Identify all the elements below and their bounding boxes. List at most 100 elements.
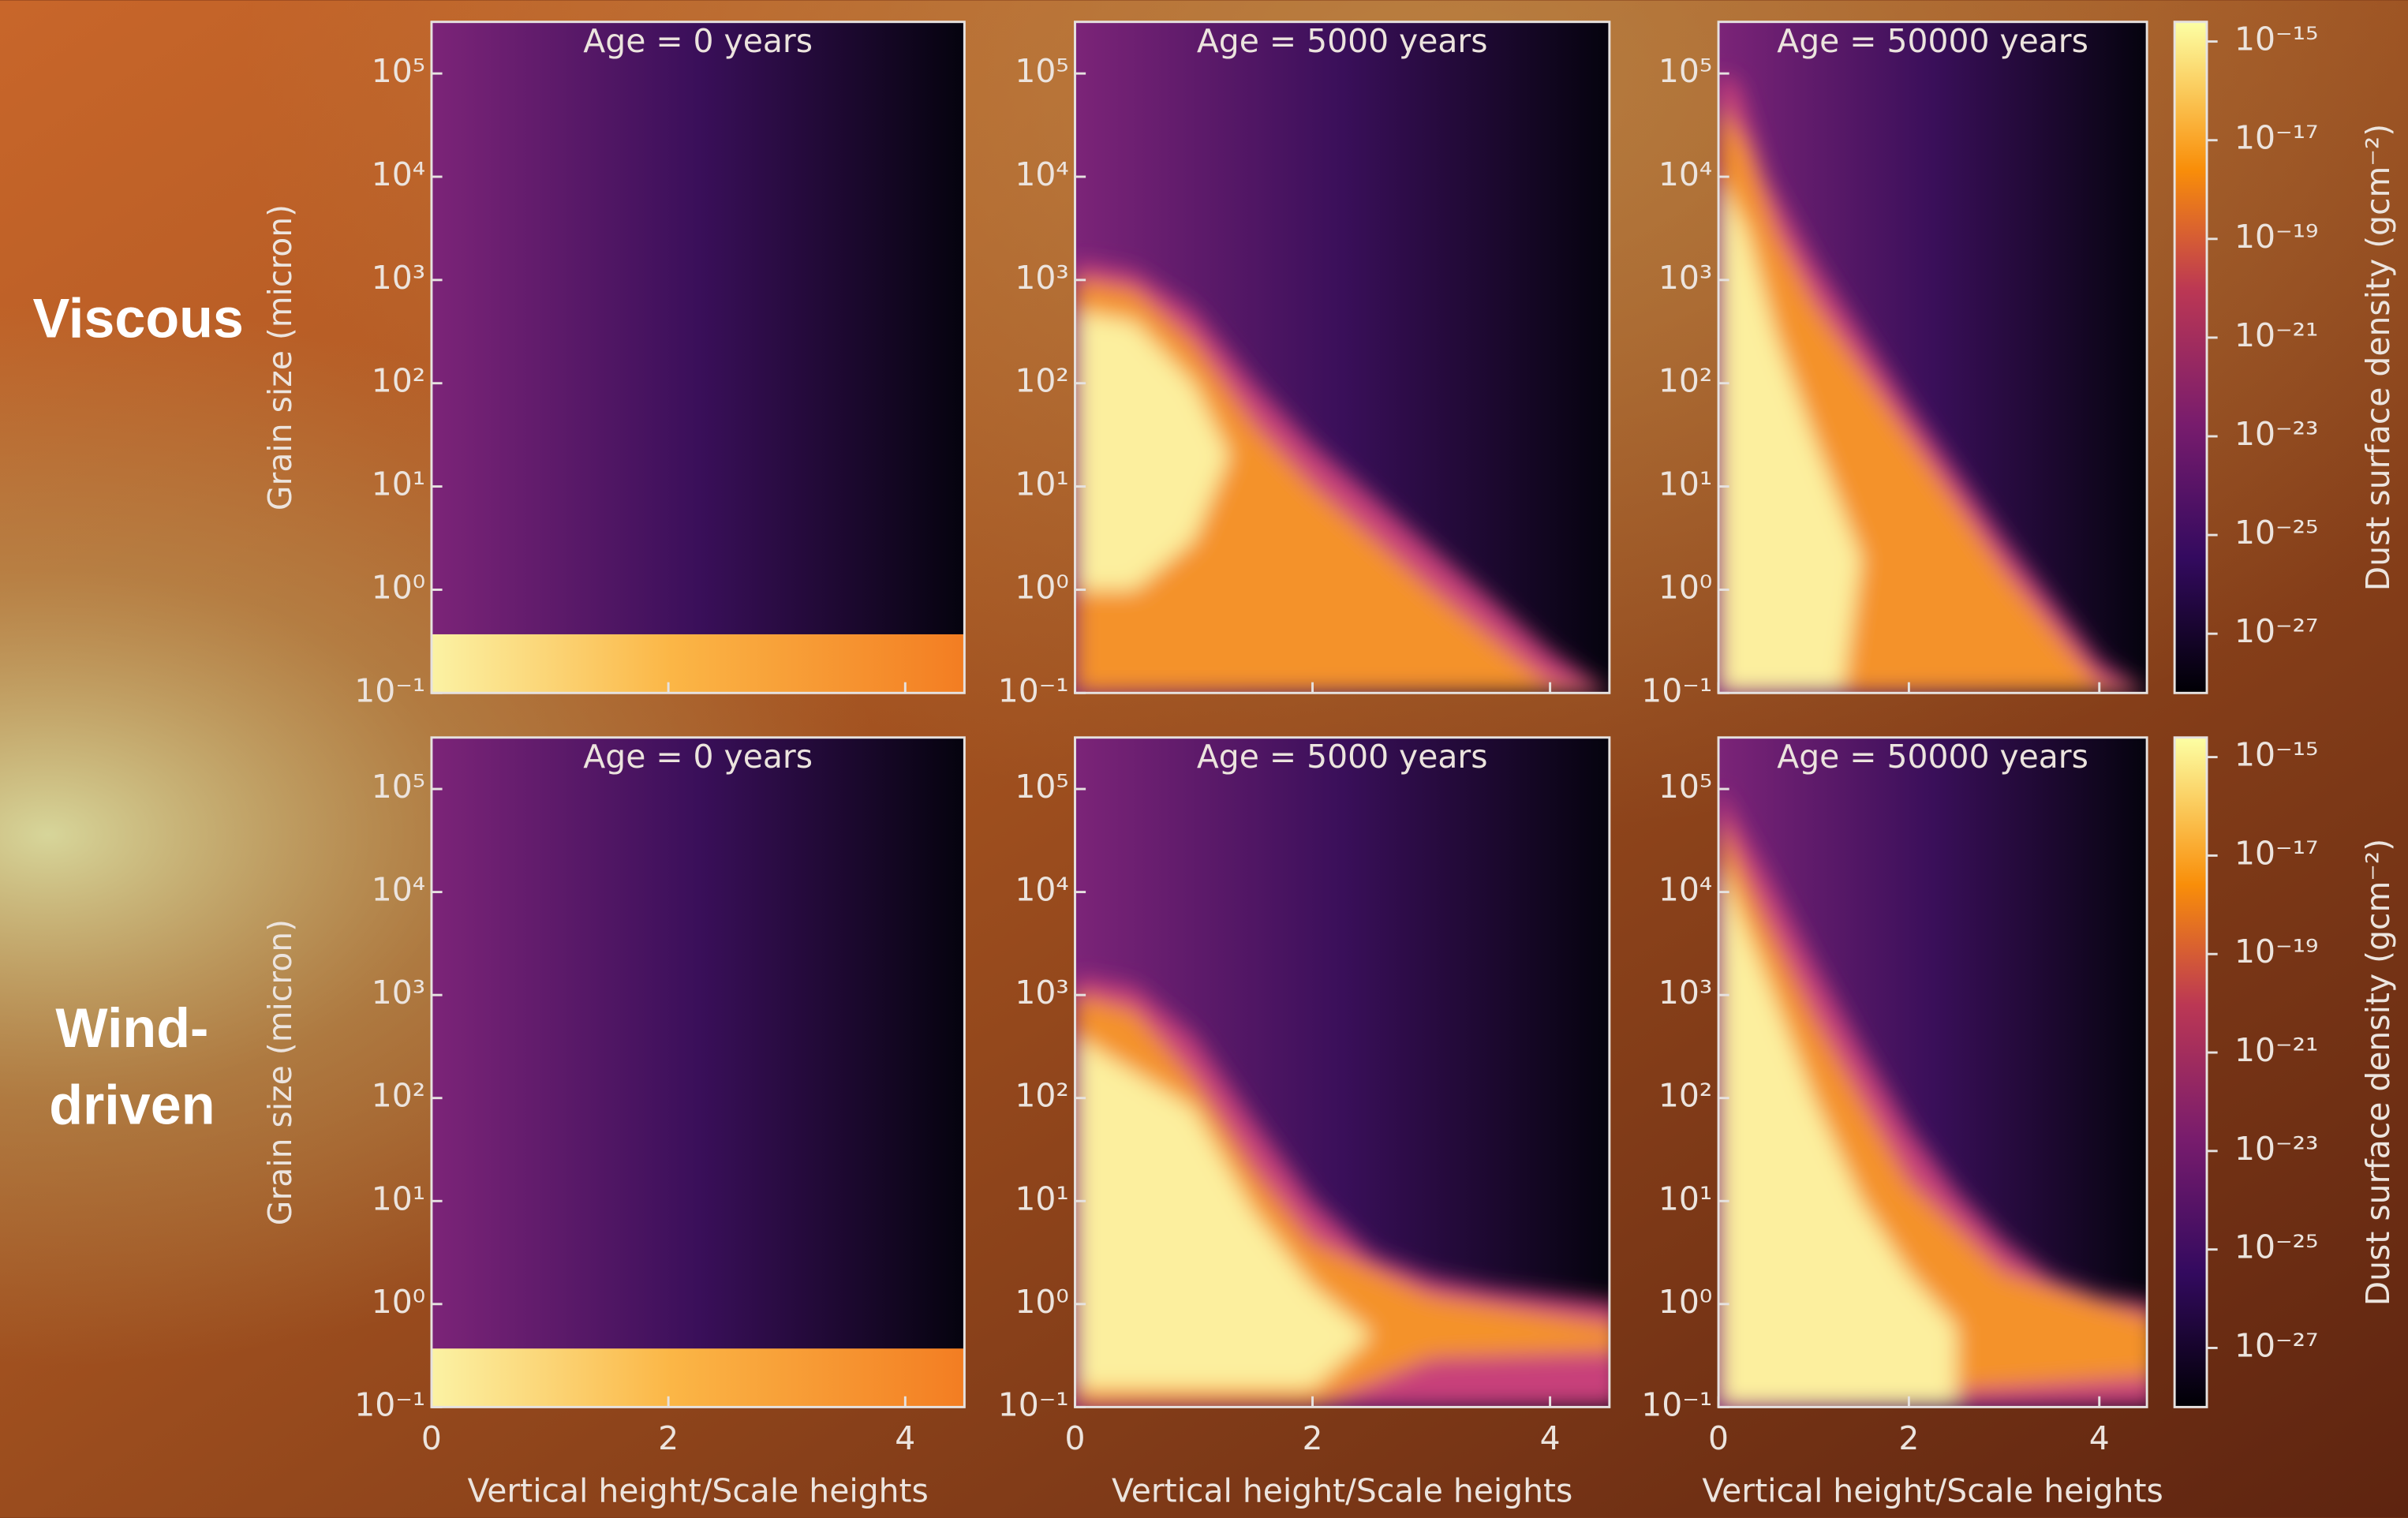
y-tick-label: 10⁵: [1658, 768, 1712, 806]
y-tick-label: 10⁻¹: [354, 671, 425, 709]
y-tick-label: 10⁰: [372, 568, 425, 606]
y-tick-label: 10⁻¹: [1641, 1385, 1712, 1423]
y-tick-label: 10¹: [1658, 465, 1712, 503]
x-tick-label: 4: [1540, 1419, 1561, 1457]
heatmap: [431, 737, 965, 1408]
panel-frame: [1717, 21, 2148, 694]
y-tick-label: 10⁵: [1015, 52, 1068, 90]
heatmap-layers: [1075, 977, 1610, 1408]
panel-title: Age = 0 years: [583, 22, 813, 60]
y-tick-label: 10⁻¹: [354, 1385, 425, 1423]
y-tick-label: 10⁵: [372, 768, 425, 806]
y-tick-label: 10³: [372, 259, 425, 297]
y-tick-label: 10²: [372, 1077, 425, 1115]
x-tick-label: 4: [895, 1419, 915, 1457]
panel-title: Age = 5000 years: [1197, 22, 1488, 60]
colorbar-label: Dust surface density (gcm⁻²): [2359, 124, 2397, 591]
heatmap-band: [431, 1348, 965, 1408]
panel-title: Age = 50000 years: [1777, 22, 2088, 60]
colorbar-tick-label: 10⁻²⁵: [2234, 1228, 2318, 1266]
heatmap-background: [431, 737, 965, 1408]
x-tick-label: 0: [1708, 1419, 1729, 1457]
heatmap: [1718, 737, 2148, 1408]
colorbar-tick-label: 10⁻¹⁵: [2234, 21, 2318, 58]
y-tick-label: 10¹: [1658, 1180, 1712, 1217]
x-tick-label: 2: [1898, 1419, 1919, 1457]
y-tick-label: 10¹: [372, 1180, 425, 1217]
panel-frame: [1717, 736, 2148, 1408]
row-label: driven: [49, 1074, 215, 1135]
heatmap-layers: [1718, 73, 2148, 694]
y-tick-label: 10⁴: [372, 871, 425, 909]
colorbar-tick-label: 10⁻²³: [2234, 415, 2318, 453]
colorbar-tick-label: 10⁻¹⁵: [2234, 736, 2318, 774]
panel-title: Age = 0 years: [583, 738, 813, 776]
colorbar-label: Dust surface density (gcm⁻²): [2359, 839, 2397, 1306]
colorbar-tick-label: 10⁻²³: [2234, 1130, 2318, 1168]
y-tick-label: 10⁰: [372, 1283, 425, 1321]
heatmap-band: [431, 634, 965, 694]
y-tick-label: 10⁵: [1658, 52, 1712, 90]
y-tick-label: 10²: [372, 362, 425, 400]
x-axis-label: Vertical height/Scale heights: [1112, 1471, 1572, 1509]
y-tick-label: 10⁻¹: [1641, 671, 1712, 709]
x-axis-label: Vertical height/Scale heights: [1702, 1471, 2163, 1509]
colorbar-tick-label: 10⁻²⁵: [2234, 514, 2318, 551]
colorbar-tick-label: 10⁻¹⁷: [2234, 834, 2318, 872]
heatmap-layers: [1075, 261, 1610, 694]
colorbar-tick-label: 10⁻²⁷: [2234, 1326, 2318, 1364]
y-tick-label: 10³: [372, 974, 425, 1011]
y-tick-label: 10⁴: [372, 155, 425, 193]
y-tick-label: 10⁰: [1015, 568, 1068, 606]
y-tick-label: 10¹: [1015, 465, 1068, 503]
heatmap-background: [431, 21, 965, 694]
colorbar-tick-label: 10⁻²⁷: [2234, 612, 2318, 650]
heatmap-layers: [1718, 789, 2148, 1408]
heatmap: [1718, 21, 2148, 694]
x-tick-label: 2: [658, 1419, 679, 1457]
y-tick-label: 10⁴: [1015, 871, 1068, 909]
y-tick-label: 10⁻¹: [998, 1385, 1069, 1423]
y-tick-label: 10²: [1015, 1077, 1068, 1115]
heatmap-region: [1718, 861, 1957, 1408]
y-tick-label: 10²: [1658, 1077, 1712, 1115]
y-tick-label: 10⁻¹: [998, 671, 1069, 709]
heatmap: [1075, 737, 1610, 1408]
y-axis-label: Grain size (micron): [261, 919, 299, 1225]
panel-frame: [1074, 21, 1611, 694]
heatmap: [431, 21, 965, 694]
colorbar-tick-label: 10⁻¹⁹: [2234, 218, 2318, 256]
row-label: Viscous: [32, 288, 243, 350]
x-axis-label: Vertical height/Scale heights: [467, 1471, 928, 1509]
panel-frame: [430, 21, 966, 694]
x-tick-label: 4: [2089, 1419, 2110, 1457]
colorbar-tick-label: 10⁻¹⁷: [2234, 119, 2318, 157]
panel-frame: [1074, 736, 1611, 1408]
y-tick-label: 10⁰: [1658, 568, 1712, 606]
y-tick-label: 10²: [1015, 362, 1068, 400]
y-tick-label: 10³: [1658, 974, 1712, 1011]
y-tick-label: 10⁰: [1015, 1283, 1068, 1321]
heatmap-region: [1075, 279, 1610, 694]
colorbar-tick-label: 10⁻¹⁹: [2234, 933, 2318, 970]
colorbar-tick-label: 10⁻²¹: [2234, 1031, 2318, 1069]
y-tick-label: 10³: [1658, 259, 1712, 297]
panel-title: Age = 50000 years: [1777, 738, 2088, 776]
y-tick-label: 10¹: [1015, 1180, 1068, 1217]
y-tick-label: 10⁴: [1658, 871, 1712, 909]
y-tick-label: 10⁴: [1015, 155, 1068, 193]
y-tick-label: 10²: [1658, 362, 1712, 400]
y-tick-label: 10⁴: [1658, 155, 1712, 193]
y-tick-label: 10⁵: [1015, 768, 1068, 806]
y-tick-label: 10¹: [372, 465, 425, 503]
y-tick-label: 10³: [1015, 259, 1068, 297]
x-tick-label: 0: [421, 1419, 442, 1457]
heatmap-region: [1718, 177, 1862, 694]
heatmap-region: [1075, 311, 1230, 590]
y-tick-label: 10³: [1015, 974, 1068, 1011]
panel-title: Age = 5000 years: [1197, 738, 1488, 776]
colorbar: [2173, 736, 2208, 1408]
y-axis-label: Grain size (micron): [261, 204, 299, 510]
